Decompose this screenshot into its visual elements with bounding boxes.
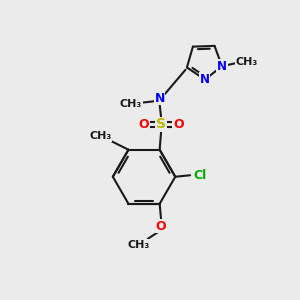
Text: O: O [173,118,184,131]
Text: CH₃: CH₃ [120,99,142,109]
Text: CH₃: CH₃ [236,57,258,67]
Text: N: N [154,92,165,105]
Text: N: N [200,73,210,86]
Text: Cl: Cl [194,169,207,182]
Text: N: N [217,60,227,73]
Text: CH₃: CH₃ [89,131,111,141]
Text: O: O [156,220,167,232]
Text: S: S [156,118,166,131]
Text: CH₃: CH₃ [127,240,149,250]
Text: O: O [139,118,149,131]
